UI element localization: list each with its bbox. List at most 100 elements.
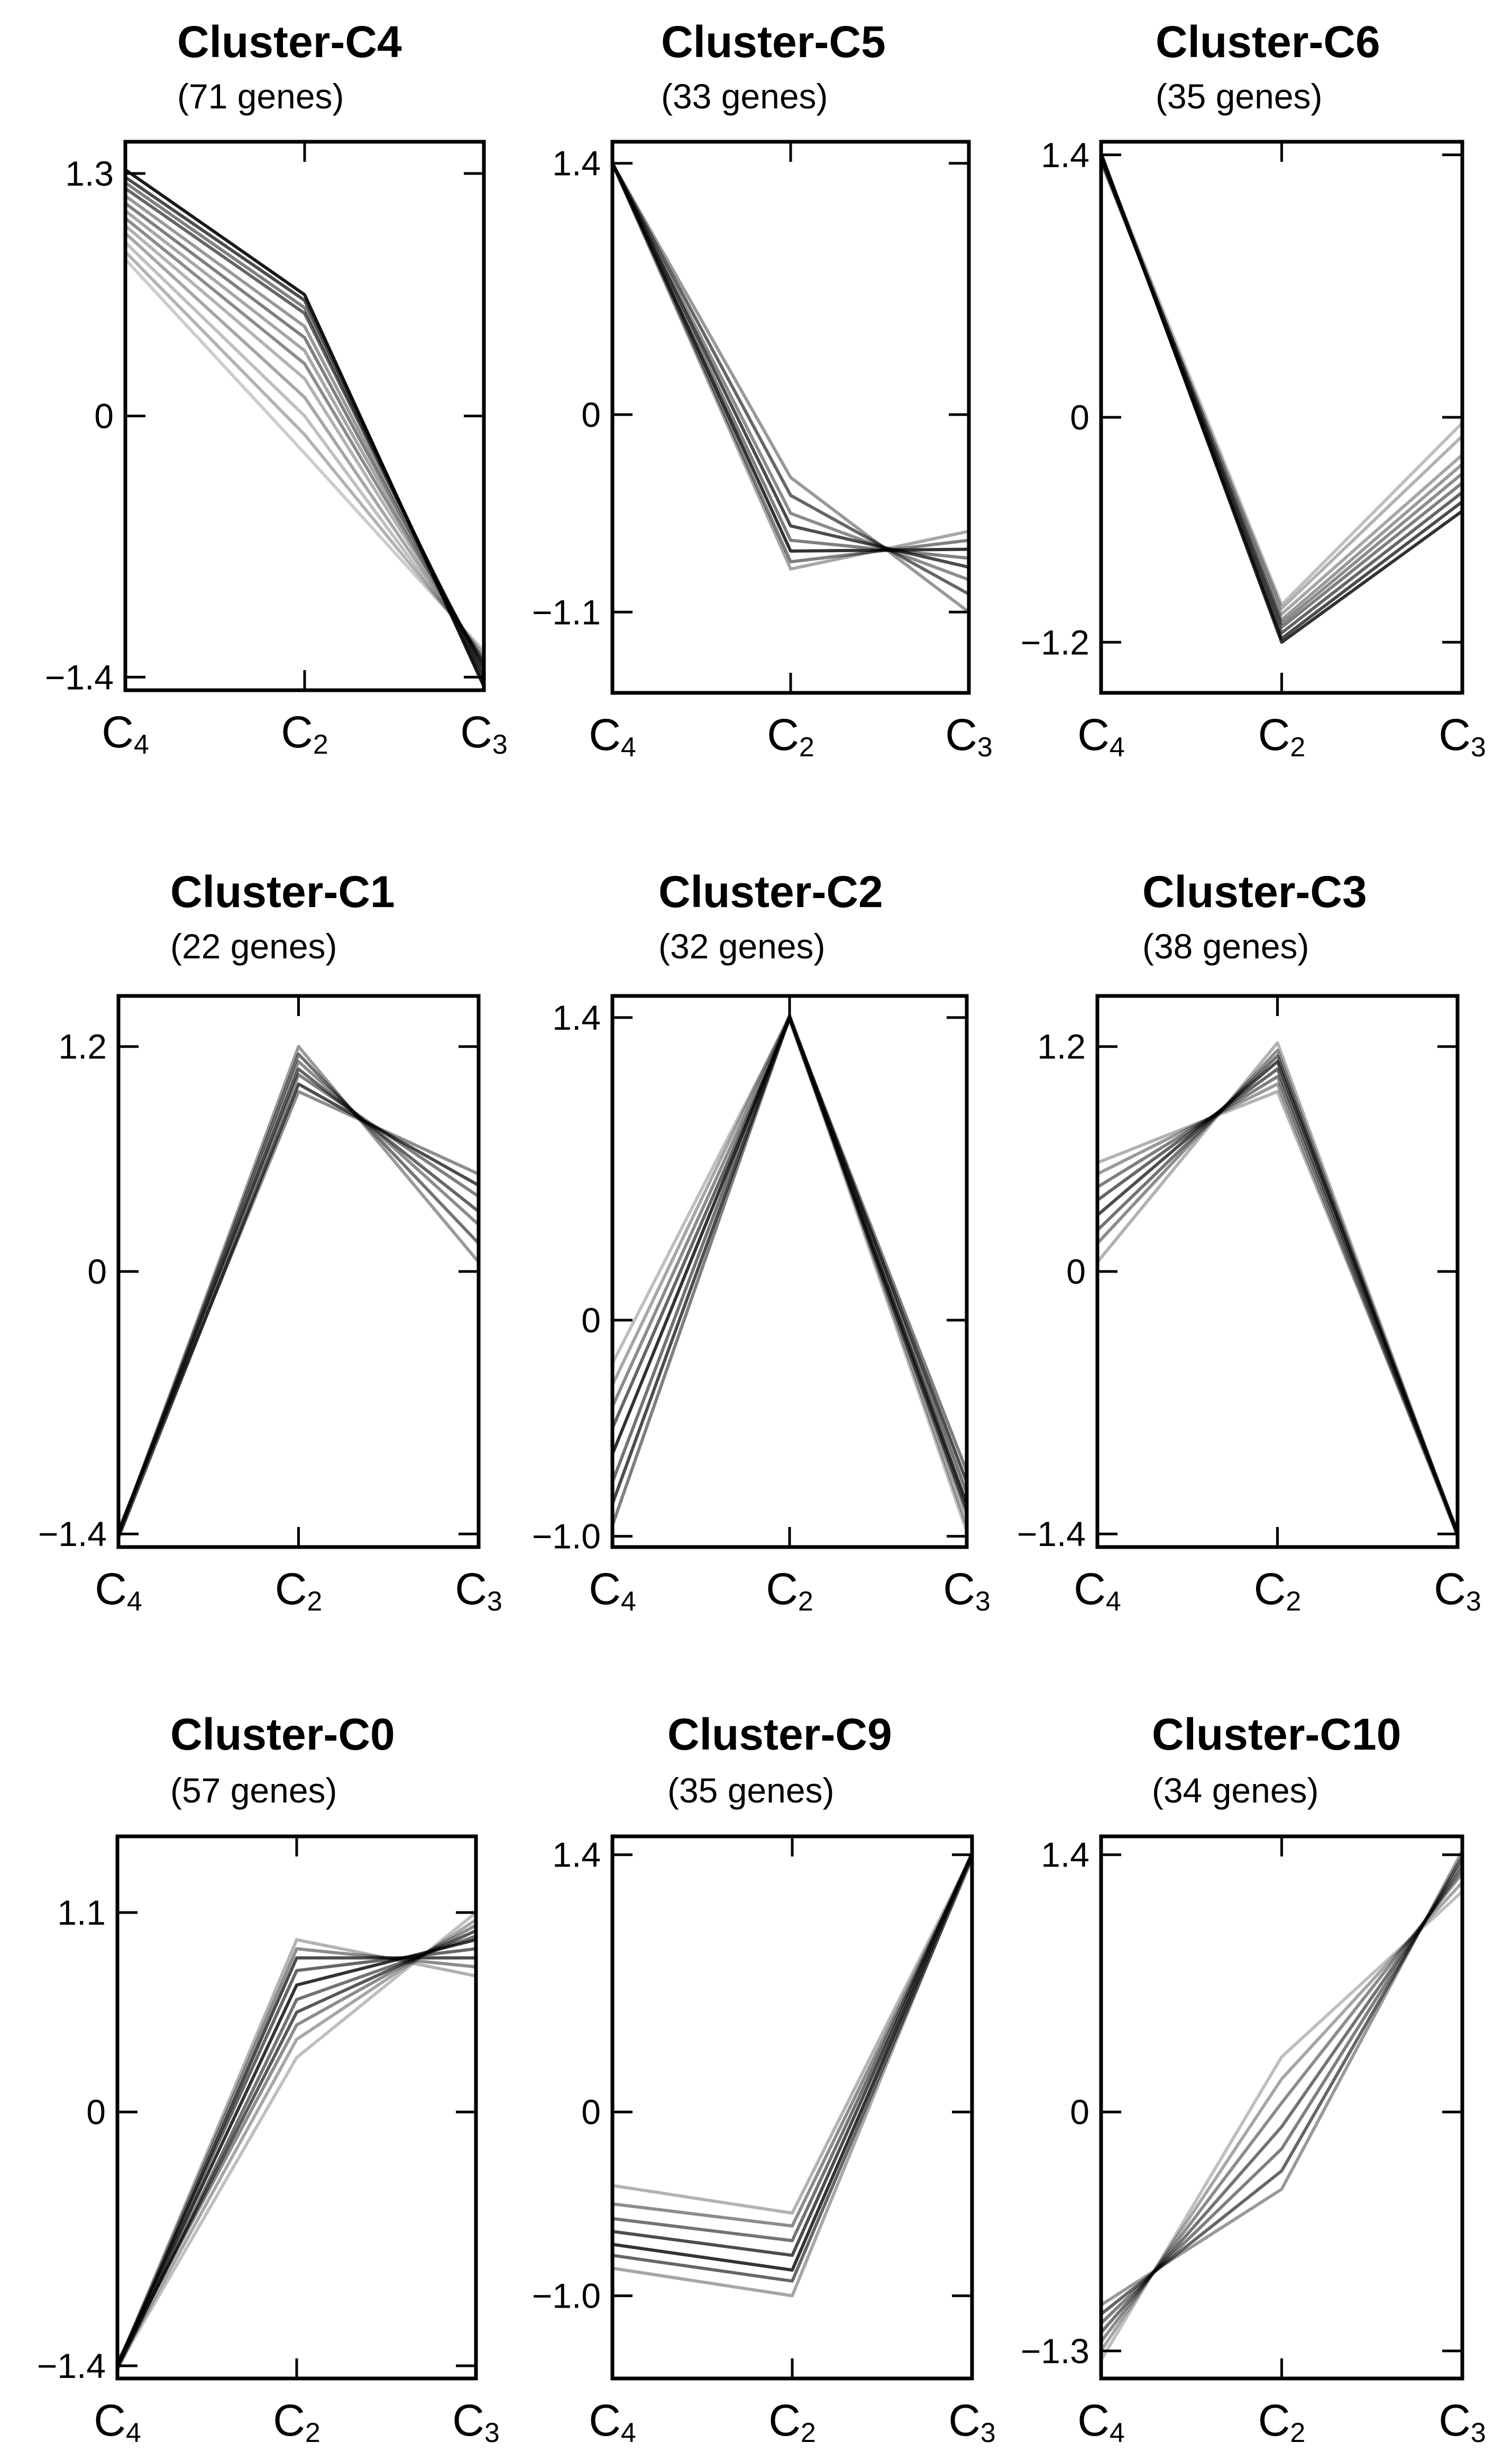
panel-subtitle: (35 genes) <box>667 1771 835 1810</box>
y-tick-label: −1.3 <box>1021 2331 1089 2371</box>
x-category-subscript: 4 <box>621 2418 636 2448</box>
x-category-main: C <box>1254 1564 1286 1614</box>
gene-profile-line <box>1099 156 1463 635</box>
panel-title: Cluster-C5 <box>661 17 886 67</box>
gene-profile-line <box>611 1015 968 1533</box>
gene-profile-line <box>611 162 969 560</box>
x-category-subscript: 4 <box>126 2418 141 2448</box>
x-category-subscript: 3 <box>975 1586 991 1617</box>
gene-profile-line <box>612 1855 974 2228</box>
gene-profile-line <box>1100 1850 1464 2307</box>
series-group <box>1099 1850 1464 2361</box>
x-category-subscript: 2 <box>305 2418 320 2448</box>
gene-profile-line <box>611 162 969 571</box>
x-category-main: C <box>460 707 492 757</box>
x-category-subscript: 4 <box>1106 1586 1121 1617</box>
x-category-label: C2 <box>1254 1564 1302 1617</box>
series-group <box>124 168 485 688</box>
x-category-main: C <box>1438 710 1471 760</box>
y-tick-label: 0 <box>94 397 114 436</box>
gene-profile-line <box>612 1852 974 2257</box>
x-category-main: C <box>275 1564 307 1614</box>
x-category-main: C <box>589 1564 621 1614</box>
cluster-panel: Cluster-C3(38 genes)1.20−1.4C4 C2 C3 <box>1017 867 1481 1617</box>
panel-title: Cluster-C1 <box>170 867 395 917</box>
x-category-label: C4 <box>95 1564 142 1617</box>
gene-profile-line <box>124 250 485 656</box>
gene-profile-line <box>1096 1041 1459 1535</box>
gene-profile-line <box>124 232 485 662</box>
gene-profile-line <box>1100 1855 1464 2316</box>
x-category-label: C4 <box>589 1564 636 1617</box>
gene-profile-line <box>1096 1060 1459 1533</box>
gene-profile-line <box>1096 1090 1459 1533</box>
gene-profile-line <box>124 217 485 665</box>
y-tick-label: −1.0 <box>532 2276 601 2316</box>
gene-profile-line <box>1099 156 1464 607</box>
gene-profile-line <box>116 1924 477 2363</box>
plot-frame <box>1099 1834 1464 2381</box>
y-tick-label: 1.4 <box>552 998 601 1037</box>
panel-subtitle: (22 genes) <box>170 927 337 966</box>
panel-subtitle: (35 genes) <box>1156 77 1323 116</box>
gene-profile-line <box>1099 158 1463 629</box>
gene-profile-line <box>611 1018 968 1511</box>
x-category-main: C <box>943 1564 975 1614</box>
x-category-label: C2 <box>766 1564 813 1617</box>
gene-profile-line <box>611 162 970 582</box>
cluster-panel: Cluster-C0(57 genes)1.10−1.4C4 C2 C3 <box>37 1709 500 2448</box>
y-tick-label: 1.2 <box>58 1027 107 1066</box>
panel-title: Cluster-C4 <box>177 17 402 67</box>
y-tick-label: 1.4 <box>552 1835 601 1874</box>
gene-profile-line <box>116 1938 476 2367</box>
panel-subtitle: (57 genes) <box>170 1771 337 1810</box>
gene-profile-line <box>117 1082 480 1539</box>
gene-profile-line <box>611 1015 968 1505</box>
x-category-label: C4 <box>1077 2395 1125 2448</box>
x-category-subscript: 3 <box>1471 2418 1486 2448</box>
plot-frame <box>610 140 971 695</box>
gene-profile-line <box>124 187 485 674</box>
x-category-subscript: 3 <box>492 729 508 760</box>
gene-profile-line <box>612 1854 974 2243</box>
gene-profile-line <box>1099 1890 1464 2361</box>
gene-profile-line <box>124 168 485 688</box>
y-tick-label: 0 <box>1070 398 1089 437</box>
x-category-main: C <box>767 710 799 760</box>
x-category-subscript: 2 <box>1290 732 1305 763</box>
cluster-panel: Cluster-C2(32 genes)1.40−1.0C4 C2 C3 <box>532 867 991 1617</box>
x-category-label: C4 <box>589 710 636 763</box>
series-group <box>1099 152 1464 644</box>
plot-frame <box>115 1834 478 2381</box>
panel-subtitle: (71 genes) <box>177 77 344 116</box>
x-category-main: C <box>273 2395 305 2445</box>
gene-profile-line <box>117 1052 480 1535</box>
gene-profile-line <box>116 1918 477 2367</box>
series-group <box>1096 1041 1459 1536</box>
panel-title: Cluster-C0 <box>170 1709 395 1759</box>
gene-profile-line <box>611 1013 968 1494</box>
x-category-subscript: 2 <box>307 1586 322 1617</box>
gene-profile-line <box>124 258 485 652</box>
gene-profile-line <box>611 162 969 569</box>
x-category-main: C <box>768 2395 801 2445</box>
cluster-panel: Cluster-C4(71 genes)1.30−1.4C4 C2 C3 <box>45 17 508 760</box>
y-tick-label: −1.0 <box>532 1517 601 1556</box>
y-tick-label: −1.4 <box>37 2346 106 2385</box>
y-tick-label: 1.4 <box>552 144 601 183</box>
gene-profile-line <box>612 1858 974 2283</box>
gene-profile-line <box>1099 154 1463 625</box>
x-category-label: C3 <box>1438 2395 1486 2448</box>
gene-profile-line <box>116 1934 477 2371</box>
x-category-subscript: 3 <box>1471 732 1486 763</box>
x-category-label: C3 <box>948 2395 996 2448</box>
x-category-label: C3 <box>452 2395 500 2448</box>
panel-subtitle: (32 genes) <box>658 927 826 966</box>
gene-profile-line <box>124 181 485 678</box>
gene-profile-line <box>124 224 485 663</box>
panel-title: Cluster-C3 <box>1142 867 1367 917</box>
panel-title: Cluster-C2 <box>658 867 883 917</box>
gene-profile-line <box>612 1854 974 2298</box>
gene-profile-line <box>1099 1867 1464 2334</box>
